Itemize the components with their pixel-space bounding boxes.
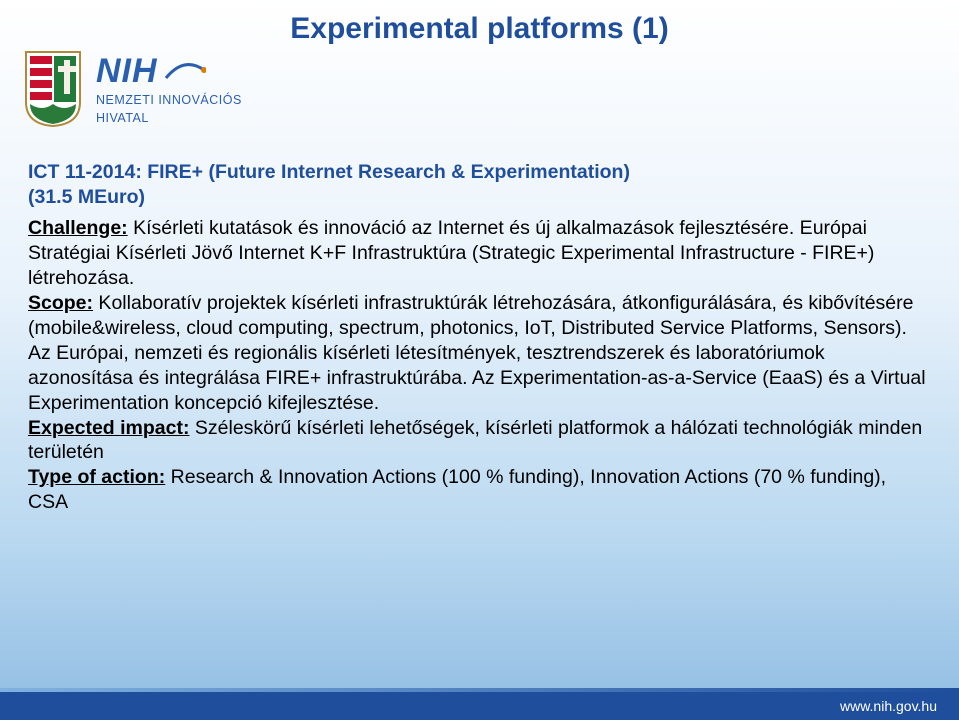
slide-title: Experimental platforms (1) (0, 0, 959, 46)
swoosh-icon (164, 60, 206, 82)
type-paragraph: Type of action: Research & Innovation Ac… (28, 465, 931, 515)
logo-row: NIH NEMZETI INNOVÁCIÓS HIVATAL (24, 50, 242, 128)
scope-label: Scope: (28, 292, 93, 314)
heading-line-1: ICT 11-2014: FIRE+ (Future Internet Rese… (28, 160, 931, 185)
footer-bar: www.nih.gov.hu (0, 692, 959, 720)
impact-label: Expected impact: (28, 417, 189, 439)
nih-subtitle-2: HIVATAL (96, 111, 242, 127)
footer-url: www.nih.gov.hu (840, 698, 937, 714)
nih-logo: NIH (96, 52, 242, 91)
nih-logo-block: NIH NEMZETI INNOVÁCIÓS HIVATAL (96, 52, 242, 126)
challenge-label: Challenge: (28, 217, 128, 239)
crest-icon (24, 50, 82, 128)
slide: Experimental platforms (1) NIH NEMZETI I… (0, 0, 959, 720)
heading-line-2: (31.5 MEuro) (28, 185, 931, 210)
content-body: ICT 11-2014: FIRE+ (Future Internet Rese… (28, 160, 931, 515)
challenge-paragraph: Challenge: Kísérleti kutatások és innová… (28, 216, 931, 291)
impact-paragraph: Expected impact: Széleskörű kísérleti le… (28, 416, 931, 466)
scope-text: Kollaboratív projektek kísérleti infrast… (28, 292, 926, 414)
challenge-text: Kísérleti kutatások és innováció az Inte… (28, 217, 874, 289)
type-label: Type of action: (28, 466, 165, 488)
nih-subtitle-1: NEMZETI INNOVÁCIÓS (96, 93, 242, 109)
scope-paragraph: Scope: Kollaboratív projektek kísérleti … (28, 291, 931, 416)
nih-word: NIH (96, 52, 158, 91)
